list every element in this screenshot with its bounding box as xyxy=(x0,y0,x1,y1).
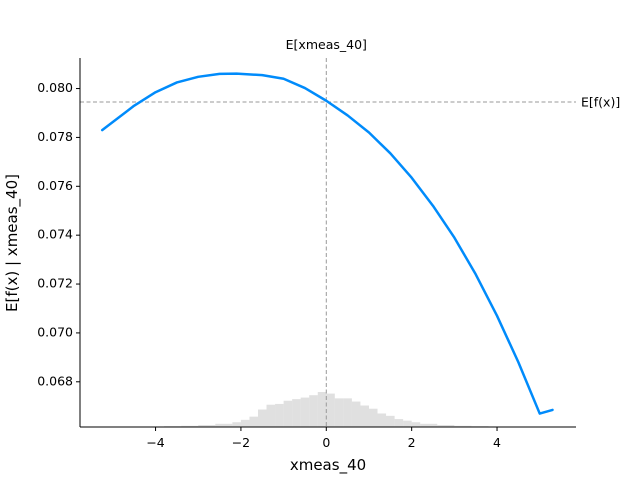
histogram-bar xyxy=(351,401,361,427)
histogram-bar xyxy=(257,409,267,427)
y-tick-label: 0.080 xyxy=(37,80,73,95)
y-tick-label: 0.070 xyxy=(37,324,73,339)
dependence-curve xyxy=(100,72,554,415)
histogram-bar xyxy=(240,419,250,427)
y-tick-label: 0.068 xyxy=(37,373,73,388)
x-tick-label: 2 xyxy=(408,435,416,450)
histogram-bar xyxy=(403,420,412,427)
y-ticks: 0.068 0.070 0.072 0.074 0.076 0.078 0.080 xyxy=(37,80,80,388)
y-tick-label: 0.076 xyxy=(37,178,73,193)
x-tick-label: −2 xyxy=(232,435,250,450)
series-layer xyxy=(100,72,554,415)
histogram-bar xyxy=(215,423,233,427)
histogram-bar xyxy=(292,399,301,427)
histogram-bar xyxy=(368,408,378,427)
histogram-bar xyxy=(232,422,241,427)
histogram-bar xyxy=(275,403,284,427)
y-axis-label: E[f(x) | xmeas_40] xyxy=(3,174,22,312)
histogram-bar xyxy=(249,416,258,427)
y-tick-label: 0.078 xyxy=(37,129,73,144)
y-tick-label: 0.074 xyxy=(37,227,73,242)
axes xyxy=(79,58,576,428)
histogram-bar xyxy=(377,413,387,427)
histogram-bar xyxy=(181,425,199,427)
histogram-bar xyxy=(386,415,395,427)
histogram-bar xyxy=(334,398,344,427)
y-tick-label: 0.072 xyxy=(37,276,73,291)
histogram-bar xyxy=(309,395,318,427)
histogram-bar xyxy=(326,393,335,427)
histogram-bar xyxy=(420,423,438,427)
histogram-bar xyxy=(360,405,369,427)
histogram-bar xyxy=(454,425,472,427)
x-ticks: −4 −2 0 2 4 xyxy=(146,427,501,450)
histogram-bar xyxy=(343,398,352,427)
feature-mean-label: E[xmeas_40] xyxy=(286,37,367,52)
histogram-bar xyxy=(300,397,310,427)
x-tick-label: 4 xyxy=(493,435,501,450)
x-tick-label: −4 xyxy=(146,435,164,450)
expected-value-label: E[f(x)] xyxy=(581,94,620,109)
histogram-bar xyxy=(266,404,276,427)
histogram-bar xyxy=(317,392,327,427)
histogram-bar xyxy=(411,422,421,427)
x-tick-label: 0 xyxy=(322,435,330,450)
histogram-bar xyxy=(437,425,455,427)
x-axis-label: xmeas_40 xyxy=(290,456,366,475)
histogram-bar xyxy=(198,425,216,427)
reference-lines xyxy=(80,58,576,427)
histogram-bar xyxy=(283,400,293,427)
histogram-bar xyxy=(394,419,404,427)
